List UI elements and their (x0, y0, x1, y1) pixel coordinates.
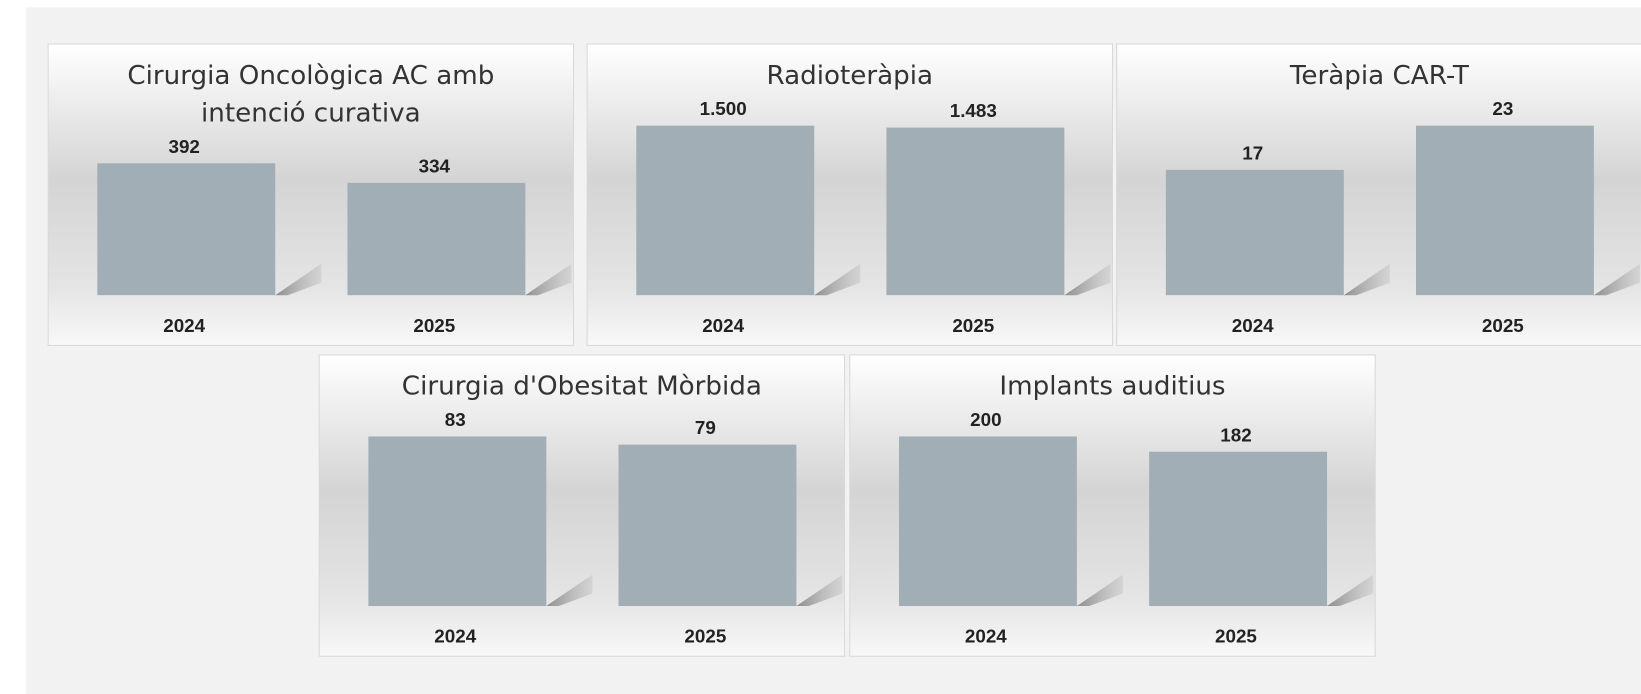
value-label: 79 (695, 417, 716, 438)
chart-title: Radioteràpia (766, 59, 934, 91)
chart-panel: Teràpia CAR-T 17 2024 23 2025 (1116, 43, 1641, 346)
bar (368, 436, 547, 607)
chart-title: Implants auditius (999, 370, 1226, 401)
x-tick-label: 2025 (413, 315, 455, 336)
value-label: 392 (168, 136, 199, 157)
x-tick-label: 2024 (702, 315, 744, 336)
bar (1149, 451, 1328, 607)
bar-shadow (1343, 263, 1390, 296)
chart-title: Cirurgia d'Obesitat Mòrbida (401, 370, 762, 401)
bar (347, 182, 526, 296)
bar (636, 125, 815, 296)
title-box: Cirurgia Oncològica AC amb intenció cura… (127, 59, 495, 128)
value-label: 1.500 (700, 98, 747, 119)
chart-panel: Cirurgia Oncològica AC amb intenció cura… (47, 43, 575, 346)
bar (886, 127, 1065, 296)
bar-shadow (1064, 263, 1111, 296)
bar-shadow (275, 263, 322, 296)
value-label: 83 (445, 409, 466, 430)
bar-shadow (1593, 263, 1640, 296)
value-label: 334 (419, 155, 451, 176)
chart-title: Teràpia CAR-T (1289, 59, 1469, 91)
bar-shadow (1327, 574, 1374, 607)
bar (898, 436, 1077, 607)
x-tick-label: 2024 (965, 626, 1007, 647)
bar-shadow (546, 574, 593, 607)
x-tick-label: 2024 (434, 626, 476, 647)
bar (1415, 125, 1594, 296)
value-label: 23 (1492, 98, 1513, 119)
value-label: 200 (970, 409, 1001, 430)
chart-title: Cirurgia Oncològica AC amb intenció cura… (127, 59, 495, 128)
x-tick-label: 2024 (1232, 315, 1274, 336)
value-label: 182 (1220, 424, 1251, 445)
x-tick-label: 2024 (163, 315, 205, 336)
title-box: Cirurgia d'Obesitat Mòrbida (401, 370, 762, 401)
chart-panel: Cirurgia d'Obesitat Mòrbida 83 2024 79 2025 (318, 354, 846, 657)
bar (97, 163, 276, 296)
title-box: Implants auditius (999, 370, 1226, 401)
value-label: 1.483 (950, 100, 997, 121)
x-tick-label: 2025 (1482, 315, 1524, 336)
title-box: Radioteràpia (766, 59, 934, 91)
title-box: Teràpia CAR-T (1289, 59, 1469, 91)
chart-panel: Radioteràpia 1.500 2024 1.483 2025 (586, 43, 1114, 346)
bar-shadow (525, 263, 572, 296)
bar (618, 444, 797, 607)
x-tick-label: 2025 (684, 626, 726, 647)
value-label: 17 (1242, 142, 1263, 163)
bar-shadow (814, 263, 861, 296)
x-tick-label: 2025 (1215, 626, 1257, 647)
chart-panel: Implants auditius 200 2024 182 2025 (849, 354, 1376, 657)
x-tick-label: 2025 (952, 315, 994, 336)
bar (1165, 169, 1344, 296)
